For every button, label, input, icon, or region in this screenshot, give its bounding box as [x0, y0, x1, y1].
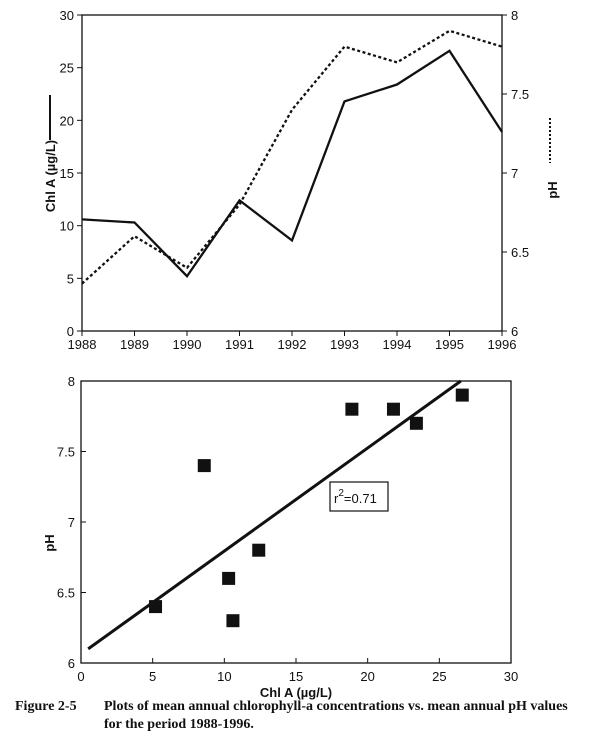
caption-line1: Plots of mean annual chlorophyll-a conce…	[104, 699, 568, 714]
x-tick-label-top: 1995	[435, 337, 464, 352]
y-tick-label-bottom: 7.5	[57, 445, 75, 460]
scatter-point	[345, 402, 359, 416]
scatter-point	[386, 402, 400, 416]
scatter-point	[226, 614, 240, 628]
x-tick-label-bottom: 30	[504, 669, 518, 684]
caption-label: Figure 2-5	[15, 699, 77, 714]
scatter-point	[409, 416, 423, 430]
x-tick-label-bottom: 10	[217, 669, 231, 684]
x-tick-label-top: 1996	[488, 337, 517, 352]
x-tick-label-bottom: 25	[432, 669, 446, 684]
regression-line	[87, 379, 462, 651]
y-axis-label-bottom: pH	[42, 534, 57, 551]
y-axis-label-right: pH	[545, 181, 560, 198]
x-tick-label-top: 1989	[120, 337, 149, 352]
y-tick-label-right: 6	[511, 324, 518, 339]
y-tick-label-bottom: 7	[68, 515, 75, 530]
y-tick-label-bottom: 8	[68, 374, 75, 389]
scatter-point	[455, 388, 469, 402]
y-tick-label-left: 20	[60, 113, 74, 128]
y-tick-label-left: 25	[60, 61, 74, 76]
x-tick-label-top: 1991	[225, 337, 254, 352]
x-tick-label-top: 1994	[383, 337, 412, 352]
y-tick-label-right: 8	[511, 8, 518, 23]
x-tick-label-top: 1988	[68, 337, 97, 352]
scatter-point	[222, 571, 236, 585]
x-axis-label-bottom: Chl A (µg/L)	[260, 685, 332, 700]
y-tick-label-right: 7	[511, 166, 518, 181]
y-tick-label-left: 5	[67, 271, 74, 286]
y-tick-label-left: 15	[60, 166, 74, 181]
plot-frame-top	[81, 14, 503, 332]
y-tick-label-left: 30	[60, 8, 74, 23]
scatter-point	[197, 459, 211, 473]
scatter-point	[149, 600, 163, 614]
r-squared-box	[329, 481, 389, 512]
x-tick-label-bottom: 20	[360, 669, 374, 684]
x-tick-label-bottom: 5	[149, 669, 156, 684]
r-squared-annotation: r2=0.71	[334, 488, 377, 506]
y-tick-label-right: 6.5	[511, 245, 529, 260]
x-tick-label-bottom: 0	[77, 669, 84, 684]
x-tick-label-bottom: 15	[289, 669, 303, 684]
y-tick-label-bottom: 6	[68, 656, 75, 671]
x-tick-label-top: 1990	[173, 337, 202, 352]
caption-line2: for the period 1988-1996.	[104, 717, 254, 732]
y-tick-label-right: 7.5	[511, 87, 529, 102]
x-tick-label-top: 1993	[330, 337, 359, 352]
plot-frame-bottom	[80, 380, 512, 664]
y-axis-label-left: Chl A (µg/L)	[43, 140, 58, 212]
x-tick-label-top: 1992	[278, 337, 307, 352]
y-tick-label-left: 0	[67, 324, 74, 339]
y-tick-label-bottom: 6.5	[57, 586, 75, 601]
series-line-chl-a	[81, 49, 503, 279]
series-line-ph	[81, 29, 503, 285]
y-tick-label-left: 10	[60, 219, 74, 234]
scatter-point	[252, 543, 266, 557]
